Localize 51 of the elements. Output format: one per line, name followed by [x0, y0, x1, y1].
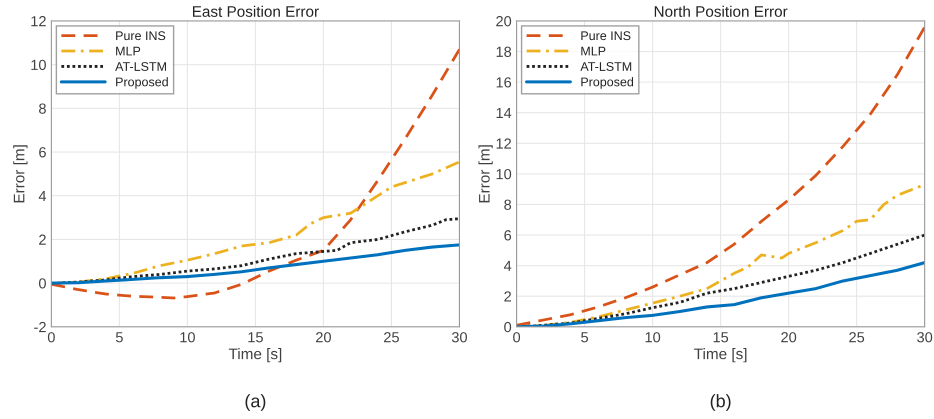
y-tick-label: 2: [504, 291, 511, 302]
text: (b): [710, 394, 731, 411]
x-tick-label: 30: [917, 332, 932, 342]
y-tick-label: 14: [496, 108, 512, 118]
line-series: [51, 243, 460, 285]
x-tick-label: 25: [849, 332, 864, 342]
y-tick-label: 0: [504, 322, 512, 332]
y-tick-label: 10: [496, 168, 512, 180]
x-tick-label: 10: [180, 332, 195, 342]
y-tick-label: 8: [504, 200, 512, 210]
y-tick-label: -2: [34, 322, 46, 332]
x-tick-label: 30: [452, 332, 467, 342]
y-tick-label: 10: [31, 60, 46, 70]
legend-label: MLP: [116, 46, 140, 56]
y-tick-label: 8: [39, 103, 46, 114]
x-axis-title: Time [s]: [694, 348, 746, 362]
x-tick-label: 0: [513, 332, 520, 342]
y-axis-title: Error [m]: [478, 145, 493, 202]
legend-label: Proposed: [116, 77, 168, 89]
y-axis-title: Error [m]: [13, 145, 28, 202]
x-tick-label: 10: [646, 332, 660, 342]
line-series: [51, 48, 460, 300]
legend-label: Pure INS: [581, 31, 630, 40]
x-tick-label: 20: [316, 332, 331, 342]
y-tick-label: 6: [39, 147, 46, 158]
y-tick-label: 0: [38, 278, 46, 289]
legend-label: AT-LSTM: [115, 62, 166, 71]
text: (a): [246, 394, 266, 411]
x-axis-title: Time [s]: [228, 348, 282, 362]
y-tick-label: 16: [496, 77, 512, 88]
x-tick-label: 15: [248, 332, 263, 342]
x-tick-label: 5: [116, 332, 123, 342]
x-tick-label: 15: [714, 332, 728, 342]
y-tick-label: 6: [504, 230, 512, 240]
x-tick-label: 20: [781, 332, 796, 342]
chart-title: North Position Error: [654, 6, 788, 17]
y-tick-label: 2: [39, 234, 46, 245]
legend-label: AT-LSTM: [580, 62, 632, 71]
x-tick-label: 25: [384, 332, 399, 342]
x-tick-label: 0: [48, 332, 55, 342]
y-tick-label: 4: [504, 260, 512, 271]
legend-label: Pure INS: [116, 31, 166, 40]
legend-label: Proposed: [581, 77, 634, 89]
x-tick-label: 5: [581, 332, 588, 342]
legend-label: MLP: [581, 46, 606, 56]
y-tick-label: 20: [496, 16, 512, 26]
y-tick-label: 18: [496, 46, 512, 57]
y-tick-label: 12: [496, 138, 511, 149]
chart-title: East Position Error: [192, 6, 319, 17]
y-tick-label: 12: [31, 16, 46, 26]
y-tick-label: 4: [38, 190, 46, 202]
